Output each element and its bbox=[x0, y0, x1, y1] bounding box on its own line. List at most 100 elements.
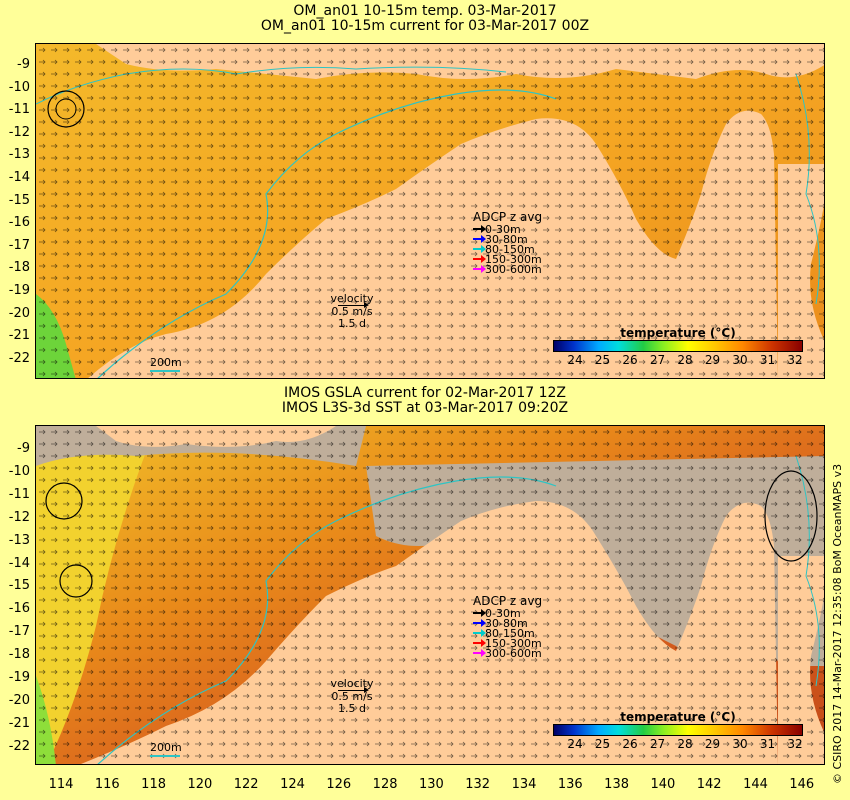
lon-label: 130 bbox=[418, 777, 444, 792]
eddy-inner bbox=[55, 98, 77, 120]
legend-item-80-150m: 80-150m bbox=[473, 244, 542, 255]
colorbar-ticks: 24 25 26 27 28 29 30 31 32 bbox=[553, 352, 803, 367]
colorbar-strip bbox=[553, 340, 803, 352]
legend-title: ADCP z avg bbox=[473, 594, 543, 608]
bottom-lat-label: -12 bbox=[8, 509, 30, 525]
top-map-panel[interactable] bbox=[35, 43, 825, 379]
top-lat-label: -17 bbox=[8, 237, 30, 253]
legend-item-30-80m: 30-80m bbox=[473, 234, 542, 245]
legend-item-0-30m: 0-30m bbox=[473, 224, 542, 235]
top-title-line2: OM_an01 10-15m current for 03-Mar-2017 0… bbox=[260, 18, 590, 34]
top-lat-label: -21 bbox=[8, 328, 30, 344]
bottom-map-graphic bbox=[36, 426, 824, 764]
colorbar-tick-label: 27 bbox=[649, 353, 666, 367]
lon-label: 138 bbox=[604, 777, 629, 792]
lon-label: 132 bbox=[465, 777, 491, 792]
legend-title: ADCP z avg bbox=[473, 210, 543, 224]
top-map-graphic bbox=[36, 44, 824, 378]
colorbar-tick-label: 24 bbox=[567, 737, 583, 751]
bottom-lat-label: -20 bbox=[8, 692, 30, 708]
velocity-arrow-icon bbox=[338, 302, 369, 308]
colorbar-strip bbox=[553, 724, 803, 736]
colorbar-title: temperature (°C) bbox=[620, 326, 736, 340]
top-lat-label: -13 bbox=[8, 147, 30, 163]
lon-label: 128 bbox=[372, 777, 398, 792]
bottom-lat-label: -16 bbox=[8, 601, 30, 617]
top-title-line1: OM_an01 10-15m temp. 03-Mar-2017 bbox=[293, 3, 557, 19]
bottom-lat-label: -22 bbox=[8, 738, 30, 754]
velocity-duration: 1.5 d bbox=[338, 702, 366, 715]
top-lat-label: -11 bbox=[8, 102, 30, 118]
credit-text: © CSIRO 2017 14-Mar-2017 12:35:08 BoM Oc… bbox=[831, 463, 844, 784]
bottom-velocity-key: velocity 0.5 m/s 1.5 d bbox=[322, 678, 382, 715]
bottom-lat-label: -21 bbox=[8, 715, 30, 731]
colorbar-tick-label: 32 bbox=[787, 737, 803, 751]
lon-label: 142 bbox=[696, 777, 722, 792]
bottom-colorbar: temperature (°C) 24 25 26 27 28 29 30 31 32 bbox=[553, 710, 803, 751]
legend-item-80-150m: 80-150m bbox=[473, 628, 542, 639]
scale-label: 200m bbox=[150, 356, 182, 369]
lon-label: 144 bbox=[743, 777, 768, 792]
top-lat-label: -18 bbox=[8, 260, 30, 276]
bottom-adcp-legend: ADCP z avg 0-30m 30-80m 80-150m 150-300m… bbox=[473, 594, 543, 659]
scale-line bbox=[150, 755, 180, 757]
bottom-scale-key: 200m bbox=[150, 742, 182, 757]
lon-label: 134 bbox=[511, 777, 537, 792]
legend-item-30-80m: 30-80m bbox=[473, 618, 542, 629]
legend-item-150-300m: 150-300m bbox=[473, 638, 542, 649]
velocity-label: velocity bbox=[330, 292, 374, 305]
colorbar-tick-label: 30 bbox=[732, 737, 748, 751]
lon-label: 136 bbox=[557, 777, 583, 792]
colorbar-tick-label: 29 bbox=[704, 353, 721, 367]
scale-label: 200m bbox=[150, 741, 182, 754]
eddy bbox=[45, 482, 83, 520]
bottom-title-line1: IMOS GSLA current for 02-Mar-2017 12Z bbox=[283, 385, 567, 401]
lon-label: 124 bbox=[280, 777, 305, 792]
colorbar-tick-label: 26 bbox=[622, 737, 638, 751]
top-lat-label: -10 bbox=[8, 79, 30, 95]
top-colorbar: temperature (°C) 24 25 26 27 28 29 30 31 32 bbox=[553, 326, 803, 367]
legend-item-300-600m: 300-600m bbox=[473, 264, 542, 275]
bottom-title-line2: IMOS L3S-3d SST at 03-Mar-2017 09:20Z bbox=[281, 400, 569, 416]
colorbar-tick-label: 31 bbox=[759, 353, 776, 367]
eddy bbox=[764, 470, 818, 562]
current-vectors bbox=[36, 44, 824, 378]
top-lat-label: -12 bbox=[8, 124, 30, 140]
velocity-duration: 1.5 d bbox=[338, 317, 366, 330]
eddy bbox=[47, 90, 85, 128]
top-lat-label: -20 bbox=[8, 305, 30, 321]
lon-label: 126 bbox=[326, 777, 352, 792]
top-scale-key: 200m bbox=[150, 357, 182, 372]
top-lat-label: -16 bbox=[8, 215, 30, 231]
eddy bbox=[59, 564, 93, 598]
colorbar-tick-label: 25 bbox=[594, 737, 611, 751]
colorbar-tick-label: 27 bbox=[649, 737, 666, 751]
colorbar-title: temperature (°C) bbox=[620, 710, 736, 724]
colorbar-tick-label: 31 bbox=[759, 737, 776, 751]
lon-label: 122 bbox=[233, 777, 259, 792]
colorbar-ticks: 24 25 26 27 28 29 30 31 32 bbox=[553, 736, 803, 751]
bottom-lat-label: -9 bbox=[17, 441, 30, 456]
top-lat-label: -19 bbox=[8, 283, 30, 298]
top-lat-label: -14 bbox=[8, 170, 30, 185]
colorbar-tick-label: 32 bbox=[787, 353, 803, 367]
colorbar-tick-label: 26 bbox=[622, 353, 638, 367]
lon-label: 114 bbox=[48, 777, 74, 792]
lon-label: 140 bbox=[650, 777, 676, 792]
colorbar-tick-label: 24 bbox=[567, 353, 583, 367]
legend-item-0-30m: 0-30m bbox=[473, 608, 542, 619]
top-velocity-key: velocity 0.5 m/s 1.5 d bbox=[322, 293, 382, 330]
bottom-map-panel[interactable] bbox=[35, 425, 825, 765]
bottom-lat-label: -14 bbox=[8, 555, 30, 571]
legend-item-300-600m: 300-600m bbox=[473, 648, 542, 659]
lon-label: 120 bbox=[187, 777, 213, 792]
top-lat-label: -9 bbox=[17, 57, 30, 72]
bottom-lat-label: -10 bbox=[8, 463, 30, 479]
bottom-lat-label: -19 bbox=[8, 670, 30, 685]
lon-label: 116 bbox=[94, 777, 120, 792]
top-lat-label: -15 bbox=[8, 192, 30, 208]
legend-item-150-300m: 150-300m bbox=[473, 254, 542, 265]
lon-label: 146 bbox=[789, 777, 815, 792]
current-vectors bbox=[36, 426, 824, 764]
colorbar-tick-label: 25 bbox=[594, 353, 611, 367]
